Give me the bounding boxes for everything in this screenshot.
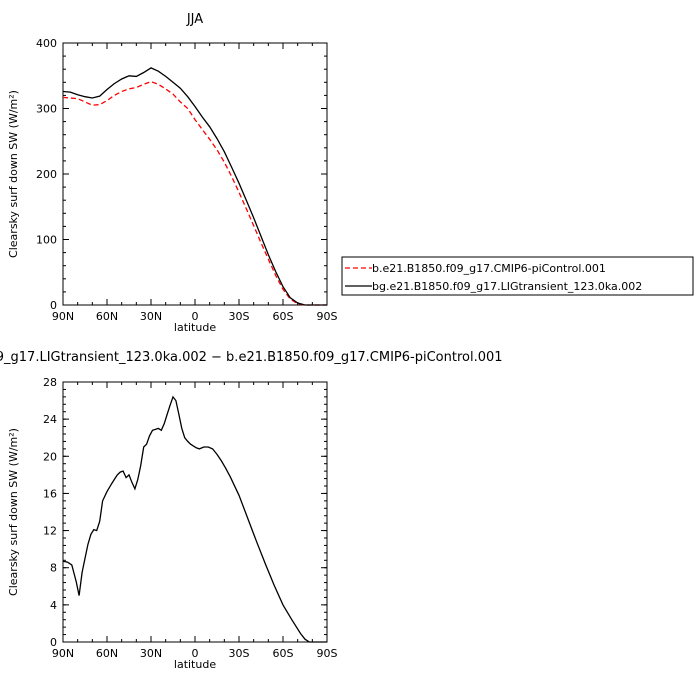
x-tick-label: 30S xyxy=(229,647,250,660)
x-tick-label: 60N xyxy=(96,647,118,660)
x-tick-label: 90S xyxy=(317,310,338,323)
y-axis-label: Clearsky surf down SW (W/m²) xyxy=(7,90,20,258)
y-tick-label: 24 xyxy=(43,413,57,426)
series-line-1 xyxy=(62,395,327,643)
x-axis-label: latitude xyxy=(174,658,216,671)
y-tick-label: 400 xyxy=(36,37,57,50)
x-tick-label: 90N xyxy=(52,647,74,660)
series-line-2 xyxy=(62,67,327,306)
y-tick-label: 28 xyxy=(43,376,57,389)
y-tick-label: 4 xyxy=(50,599,57,612)
x-tick-label: 90S xyxy=(317,647,338,660)
y-tick-label: 300 xyxy=(36,103,57,116)
y-tick-label: 20 xyxy=(43,450,57,463)
x-tick-label: 30N xyxy=(140,647,162,660)
x-tick-label: 60S xyxy=(273,310,294,323)
chart-title: JJA xyxy=(186,12,203,27)
x-tick-label: 30N xyxy=(140,310,162,323)
y-axis-label: Clearsky surf down SW (W/m²) xyxy=(7,428,20,596)
x-tick-label: 0 xyxy=(192,647,199,660)
y-tick-label: 0 xyxy=(50,636,57,649)
x-tick-label: 60S xyxy=(273,647,294,660)
y-tick-label: 200 xyxy=(36,168,57,181)
x-tick-label: 30S xyxy=(229,310,250,323)
legend-label-2: bg.e21.B1850.f09_g17.LIGtransient_123.0k… xyxy=(372,280,642,293)
x-axis-label: latitude xyxy=(174,321,216,334)
y-tick-label: 16 xyxy=(43,487,57,500)
x-tick-label: 90N xyxy=(52,310,74,323)
plot-frame xyxy=(62,42,328,306)
series-line-1 xyxy=(62,80,327,306)
y-tick-label: 8 xyxy=(50,562,57,575)
y-tick-label: 12 xyxy=(43,525,57,538)
plot-frame xyxy=(62,381,328,643)
legend-label-1: b.e21.B1850.f09_g17.CMIP6-piControl.001 xyxy=(372,262,606,275)
x-tick-label: 0 xyxy=(192,310,199,323)
chart-top-jja: 90N 60N 30N 0 30S 60S 90S 0 100 200 300 400 JJA latit… xyxy=(7,12,694,334)
chart-bottom-difference: 90N 60N 30N 0 30S 60S 90S 0 4 8 12 16 20 24 28 bg.e21.B… xyxy=(0,350,503,671)
y-tick-label: 100 xyxy=(36,234,57,247)
legend-box xyxy=(341,256,694,296)
y-tick-label: 0 xyxy=(50,299,57,312)
chart-title: bg.e21.B1850.f09_g17.LIGtransient_123.0k… xyxy=(0,350,503,365)
x-tick-label: 60N xyxy=(96,310,118,323)
